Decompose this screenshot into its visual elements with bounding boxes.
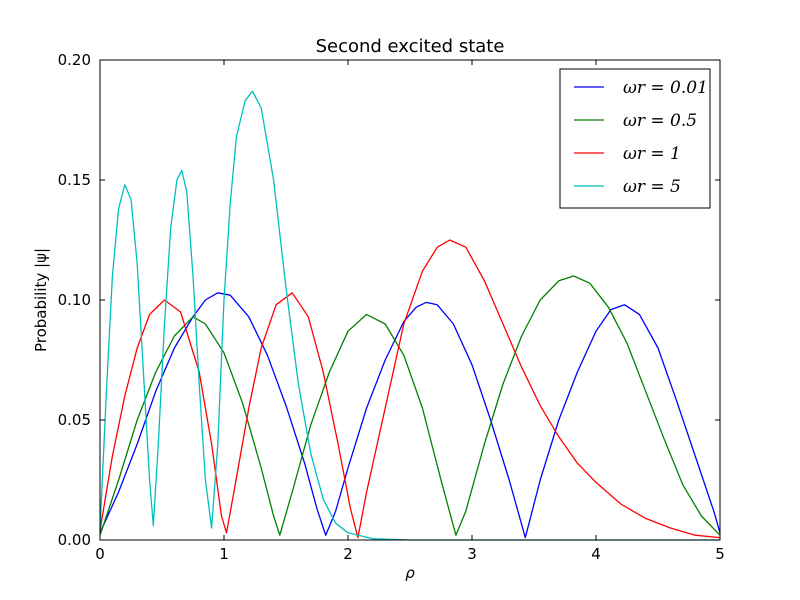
legend-label-2: ωr = 1 [623,144,681,164]
legend-frame [559,68,711,209]
x-tick-label: 5 [715,545,725,563]
series-line-2 [99,239,721,539]
x-tick-label: 4 [591,545,601,563]
legend-label-1: ωr = 0.5 [623,111,697,131]
y-tick-label: 0.10 [58,291,91,309]
series-line-1 [99,275,721,536]
y-tick-label: 0.20 [58,51,91,69]
y-axis-label: Probability |ψ| [32,248,50,352]
chart-title: Second excited state [316,36,505,57]
legend: ωr = 0.01 ωr = 0.5 ωr = 1 ωr = 5 [559,68,711,209]
legend-label-3: ωr = 5 [623,177,681,197]
y-tick-label: 0.00 [58,531,91,549]
y-axis: 0.00 0.05 0.10 0.15 0.20 [58,51,720,549]
x-tick-label: 2 [343,545,353,563]
x-tick-label: 3 [467,545,477,563]
y-tick-label: 0.05 [58,411,91,429]
x-axis: 0 1 2 3 4 5 [95,60,725,563]
plot-lines [99,90,721,541]
x-tick-label: 0 [95,545,105,563]
x-tick-label: 1 [219,545,229,563]
series-line-0 [99,292,721,539]
x-axis-label: ρ [405,564,415,582]
legend-label-0: ωr = 0.01 [623,78,708,98]
y-tick-label: 0.15 [58,171,91,189]
series-line-3 [99,90,720,541]
